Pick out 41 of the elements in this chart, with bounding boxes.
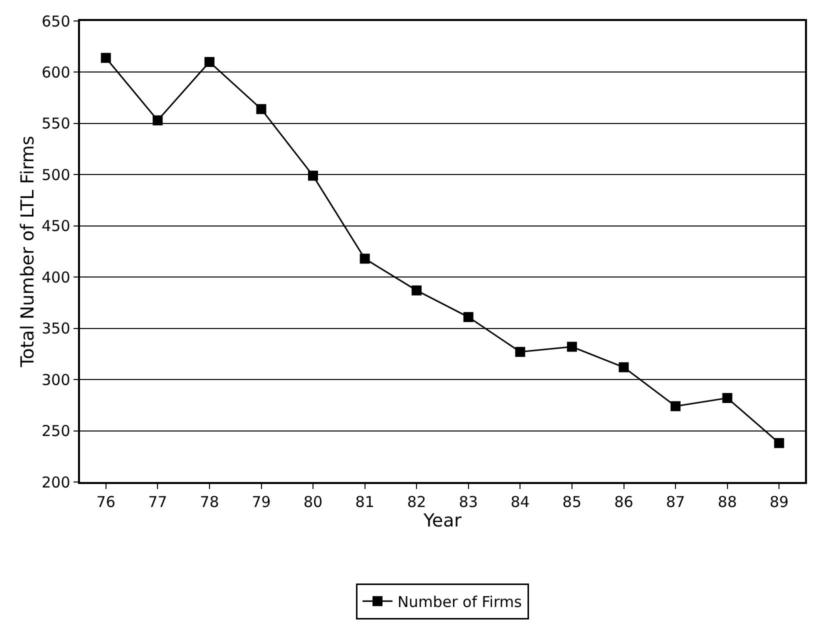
x-axis-title: Year bbox=[422, 510, 462, 532]
point bbox=[566, 342, 577, 352]
y-tick-label: 200 bbox=[42, 473, 70, 492]
point bbox=[618, 362, 629, 372]
point bbox=[256, 104, 266, 114]
x-tick-label: 80 bbox=[303, 492, 323, 511]
y-tick-label: 500 bbox=[42, 166, 70, 184]
point bbox=[515, 346, 526, 357]
x-tick-label: 89 bbox=[770, 492, 789, 511]
y-tick-label: 250 bbox=[42, 422, 70, 440]
y-axis-title: Total Number of LTL Firms bbox=[18, 136, 38, 368]
x-tick-label: 76 bbox=[96, 492, 116, 511]
y-tick-label: 450 bbox=[42, 217, 70, 236]
point bbox=[412, 285, 422, 296]
point bbox=[100, 52, 111, 63]
point bbox=[722, 393, 732, 403]
y-tick-label: 600 bbox=[42, 63, 70, 82]
point bbox=[152, 115, 163, 126]
y-tick-label: 300 bbox=[42, 370, 70, 389]
x-tick-label: 85 bbox=[562, 492, 582, 511]
x-tick-label: 83 bbox=[458, 492, 478, 511]
point bbox=[360, 254, 370, 264]
legend-label: Number of Firms bbox=[398, 593, 522, 612]
point bbox=[463, 312, 474, 322]
x-tick-label: 82 bbox=[407, 492, 426, 511]
point bbox=[774, 438, 784, 448]
y-tick-label: 400 bbox=[42, 268, 70, 286]
x-tick-label: 84 bbox=[510, 492, 530, 511]
x-tick-label: 87 bbox=[666, 492, 686, 511]
y-tick-label: 550 bbox=[42, 114, 70, 133]
x-tick-label: 86 bbox=[614, 492, 634, 511]
x-tick-label: 78 bbox=[200, 492, 220, 511]
y-tick-label: 350 bbox=[42, 320, 70, 338]
x-tick-label: 88 bbox=[718, 492, 737, 511]
point bbox=[670, 401, 681, 412]
x-tick-label: 77 bbox=[148, 492, 168, 511]
x-tick-label: 79 bbox=[252, 492, 271, 511]
point bbox=[308, 170, 318, 181]
x-tick-label: 81 bbox=[355, 492, 374, 511]
y-tick-label: 650 bbox=[42, 12, 70, 30]
point bbox=[204, 56, 214, 67]
